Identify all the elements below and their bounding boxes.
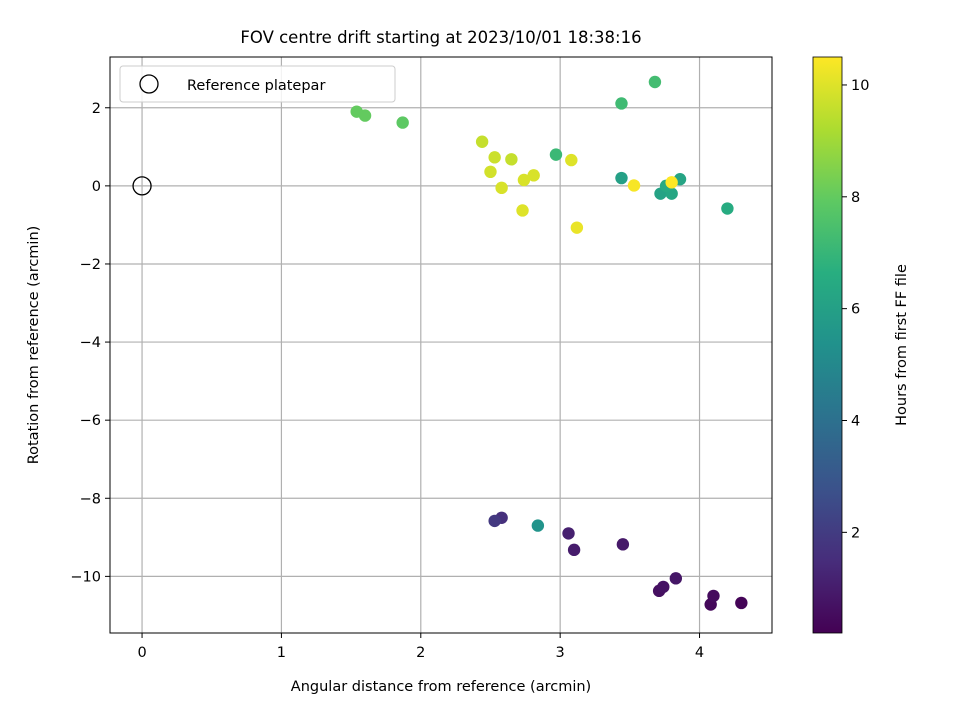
data-point bbox=[505, 153, 518, 166]
x-tick-label: 3 bbox=[556, 645, 565, 661]
data-point bbox=[488, 514, 501, 528]
colorbar-tick-label: 2 bbox=[851, 525, 860, 541]
y-tick-label: −4 bbox=[80, 335, 101, 351]
plot-area-frame bbox=[109, 56, 773, 634]
chart-title: FOV centre drift starting at 2023/10/01 … bbox=[240, 28, 641, 47]
x-tick-label: 4 bbox=[695, 645, 704, 661]
data-point bbox=[615, 97, 628, 110]
reference-platepar-marker bbox=[132, 176, 152, 196]
data-point bbox=[657, 580, 670, 594]
data-point bbox=[495, 181, 508, 195]
data-point bbox=[484, 165, 497, 179]
data-point bbox=[669, 572, 683, 585]
data-point bbox=[615, 171, 628, 185]
colorbar-label: Hours from first FF file bbox=[894, 264, 910, 426]
y-tick-label: 2 bbox=[92, 101, 101, 117]
data-point bbox=[735, 596, 748, 610]
data-points bbox=[132, 75, 748, 611]
data-point bbox=[570, 221, 584, 234]
data-point bbox=[350, 105, 363, 118]
data-point bbox=[616, 538, 630, 551]
y-axis-ticks: 2 0 −2 −4 −6 −8 −10 bbox=[70, 101, 110, 585]
data-point bbox=[562, 527, 575, 540]
colorbar: 2 4 6 8 10 Hours from first FF file bbox=[812, 56, 910, 634]
data-point bbox=[396, 116, 409, 129]
y-tick-label: −2 bbox=[80, 257, 101, 273]
data-point bbox=[665, 176, 678, 189]
data-point bbox=[527, 169, 540, 182]
data-point bbox=[627, 179, 641, 192]
colorbar-tick-label: 6 bbox=[851, 302, 860, 318]
colorbar-tick-label: 10 bbox=[851, 78, 869, 94]
data-point bbox=[531, 519, 545, 532]
y-axis-label: Rotation from reference (arcmin) bbox=[26, 226, 42, 465]
legend: Reference platepar bbox=[119, 65, 396, 103]
x-axis-label: Angular distance from reference (arcmin) bbox=[291, 679, 591, 695]
data-point bbox=[488, 151, 501, 164]
y-tick-label: 0 bbox=[92, 179, 101, 195]
x-tick-label: 0 bbox=[137, 645, 146, 661]
x-tick-label: 1 bbox=[277, 645, 286, 661]
grid-lines bbox=[110, 57, 772, 633]
legend-reference-label: Reference platepar bbox=[187, 78, 325, 94]
data-point bbox=[648, 75, 662, 89]
y-tick-label: −8 bbox=[80, 491, 101, 507]
y-tick-label: −6 bbox=[80, 413, 101, 429]
x-tick-label: 2 bbox=[416, 645, 425, 661]
data-point bbox=[567, 543, 581, 557]
colorbar-tick-label: 8 bbox=[851, 190, 860, 206]
data-point bbox=[721, 202, 734, 215]
x-axis-ticks: 0 1 2 3 4 bbox=[137, 633, 704, 661]
legend-box bbox=[119, 65, 396, 103]
legend-reference-marker bbox=[139, 74, 159, 94]
data-point bbox=[707, 589, 720, 603]
colorbar-ticks: 2 4 6 8 10 bbox=[842, 78, 869, 541]
colorbar-tick-label: 4 bbox=[851, 413, 860, 429]
data-point bbox=[516, 204, 529, 217]
data-point bbox=[549, 148, 563, 161]
y-tick-label: −10 bbox=[70, 569, 101, 585]
data-point bbox=[565, 153, 578, 167]
colorbar-gradient bbox=[812, 56, 843, 634]
data-point bbox=[517, 173, 531, 187]
data-point bbox=[475, 135, 489, 148]
